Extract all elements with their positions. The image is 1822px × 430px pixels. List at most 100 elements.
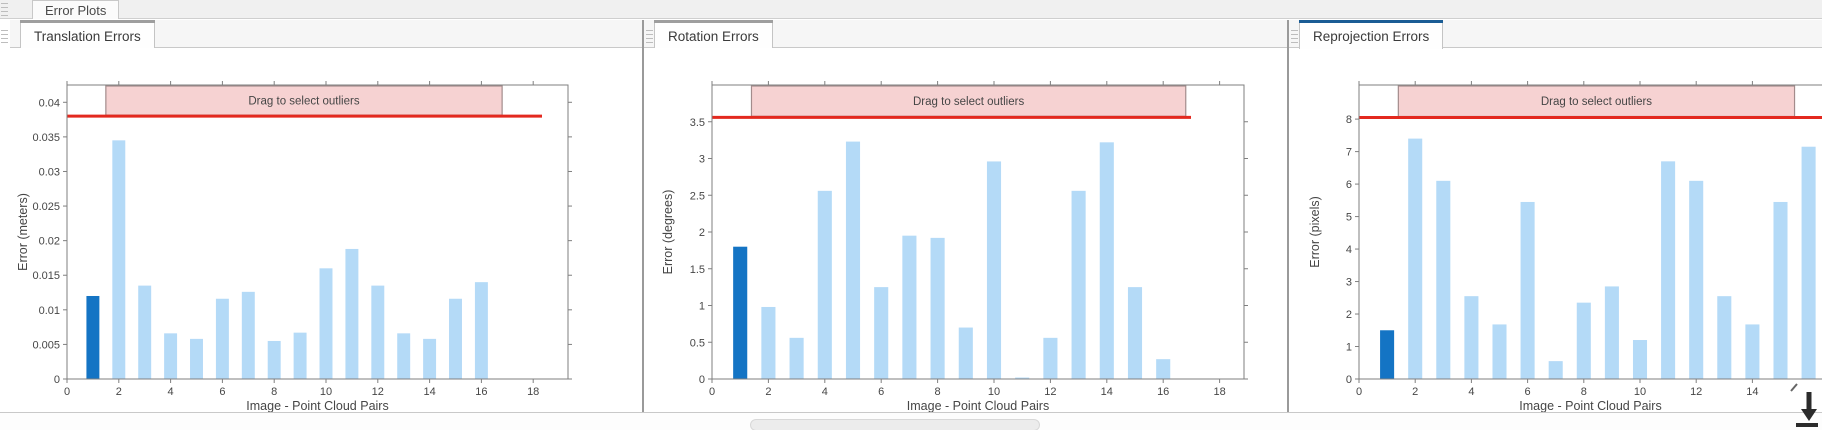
- bar[interactable]: [293, 332, 307, 379]
- tab-reprojection-errors-label: Reprojection Errors: [1313, 29, 1430, 44]
- bottom-scrollbar-track: [0, 412, 1822, 430]
- bar[interactable]: [1604, 286, 1619, 379]
- bar[interactable]: [817, 190, 832, 379]
- bar[interactable]: [1015, 377, 1030, 379]
- bar[interactable]: [1099, 142, 1114, 379]
- bar[interactable]: [371, 285, 385, 379]
- bar[interactable]: [1745, 324, 1760, 379]
- bar[interactable]: [319, 268, 333, 379]
- outlier-band-label: Drag to select outliers: [913, 96, 1024, 108]
- bar[interactable]: [958, 327, 973, 379]
- y-tick-label: 0.02: [39, 236, 60, 248]
- outlier-selection-band[interactable]: [1397, 85, 1796, 118]
- tab-translation-errors[interactable]: Translation Errors: [20, 20, 155, 48]
- bar[interactable]: [267, 340, 281, 379]
- y-tick-label: 0.01: [39, 305, 60, 317]
- x-tick-label: 18: [1213, 386, 1225, 398]
- y-tick-label: 0: [54, 374, 60, 386]
- dock-grip-icon[interactable]: [1, 3, 8, 17]
- x-tick-label: 16: [475, 386, 487, 398]
- y-tick-label: 5: [1346, 212, 1352, 224]
- y-tick-label: 2.5: [690, 190, 705, 202]
- bar[interactable]: [423, 338, 437, 379]
- x-tick-label: 16: [1157, 386, 1169, 398]
- bar[interactable]: [1156, 359, 1171, 379]
- tab-reprojection-errors[interactable]: Reprojection Errors: [1299, 20, 1444, 49]
- bar[interactable]: [845, 141, 861, 379]
- bar[interactable]: [1380, 330, 1395, 379]
- x-tick-label: 10: [320, 386, 332, 398]
- x-tick-label: 12: [1044, 386, 1056, 398]
- bar[interactable]: [449, 298, 462, 379]
- y-tick-label: 0.5: [690, 337, 705, 349]
- down-arrow-icon: [1796, 392, 1818, 427]
- panel-divider[interactable]: [1287, 20, 1289, 412]
- bar[interactable]: [986, 161, 1002, 379]
- bar[interactable]: [1689, 180, 1704, 379]
- bar[interactable]: [138, 285, 152, 379]
- bar[interactable]: [1408, 138, 1423, 379]
- bar[interactable]: [1436, 180, 1451, 379]
- bar[interactable]: [1520, 201, 1535, 379]
- bar[interactable]: [1801, 146, 1816, 379]
- scrollbar-thumb[interactable]: [750, 419, 1040, 430]
- x-tick-label: 4: [1468, 386, 1474, 398]
- bar[interactable]: [1717, 296, 1732, 379]
- bar[interactable]: [1773, 201, 1788, 379]
- bar[interactable]: [930, 237, 945, 379]
- bar[interactable]: [345, 248, 359, 379]
- outlier-selection-band[interactable]: [105, 85, 503, 116]
- y-tick-label: 1.5: [690, 264, 705, 276]
- panel-grip-icon[interactable]: [1, 30, 8, 44]
- tab-error-plots[interactable]: Error Plots: [32, 0, 120, 19]
- bar[interactable]: [902, 235, 917, 379]
- bar[interactable]: [1548, 361, 1563, 379]
- bar[interactable]: [397, 333, 411, 379]
- bar[interactable]: [164, 333, 178, 379]
- bar[interactable]: [86, 295, 100, 379]
- x-tick-label: 12: [1690, 386, 1702, 398]
- bar[interactable]: [733, 246, 748, 379]
- bar[interactable]: [474, 282, 488, 379]
- axes-box: [66, 84, 569, 380]
- y-tick-label: 7: [1346, 147, 1352, 159]
- rotation-chart-area: Drag to select outliers 0 2 4 6 8 10 12 14 16 18 0 0…: [644, 48, 1287, 412]
- x-axis-label: Image - Point Cloud Pairs: [907, 399, 1049, 412]
- x-tick-label: 12: [372, 386, 384, 398]
- x-tick-label: 8: [271, 386, 277, 398]
- panel-grip-icon[interactable]: [646, 30, 653, 44]
- bar[interactable]: [789, 337, 804, 379]
- bar[interactable]: [1492, 324, 1507, 379]
- tab-accent: [1299, 20, 1444, 23]
- x-tick-label: 10: [1634, 386, 1646, 398]
- bar[interactable]: [1464, 296, 1479, 379]
- y-tick-label: 3.5: [690, 117, 705, 129]
- bar[interactable]: [1127, 287, 1143, 379]
- bar[interactable]: [761, 306, 776, 379]
- y-tick-label: 6: [1346, 179, 1352, 191]
- y-tick-label: 0: [1346, 374, 1352, 386]
- bar[interactable]: [1071, 190, 1086, 379]
- bar[interactable]: [190, 338, 203, 379]
- chart-translation-errors[interactable]: Drag to select outliers 0 2 4 6 8 10 12 14 16 18 0 0…: [10, 48, 642, 412]
- bar[interactable]: [241, 291, 255, 379]
- y-tick-label: 0.035: [32, 132, 60, 144]
- x-tick-label: 8: [935, 386, 941, 398]
- bar[interactable]: [1632, 340, 1648, 379]
- x-tick-label: 10: [988, 386, 1000, 398]
- bar[interactable]: [1576, 302, 1591, 379]
- y-tick-label: 8: [1346, 114, 1352, 126]
- panel-grip-icon[interactable]: [1291, 30, 1298, 44]
- bar[interactable]: [1661, 161, 1676, 379]
- bar[interactable]: [215, 298, 229, 379]
- plot-background: [712, 85, 1244, 379]
- tab-rotation-errors[interactable]: Rotation Errors: [654, 20, 773, 48]
- bar[interactable]: [874, 287, 889, 379]
- bar[interactable]: [1043, 337, 1058, 379]
- x-tick-label: 0: [709, 386, 715, 398]
- bar[interactable]: [112, 140, 126, 379]
- panel-divider[interactable]: [642, 20, 644, 412]
- x-tick-label: 4: [822, 386, 828, 398]
